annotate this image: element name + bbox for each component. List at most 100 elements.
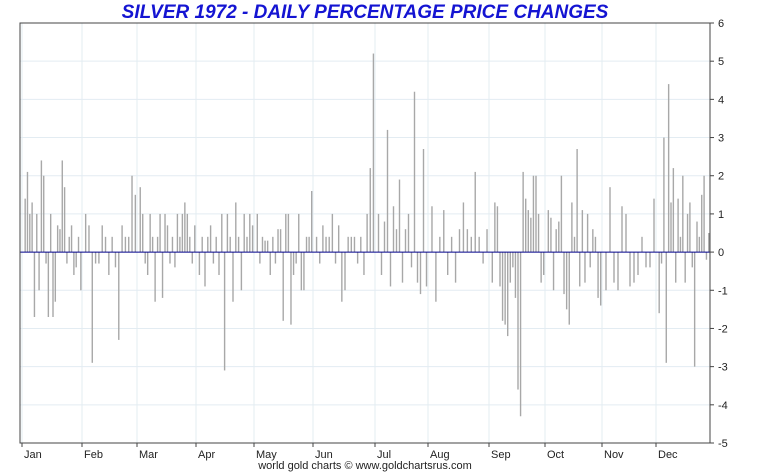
bar <box>435 252 437 302</box>
bar <box>663 137 665 253</box>
bar <box>269 252 271 275</box>
bar <box>677 198 679 253</box>
bar <box>322 225 324 253</box>
x-tick-label: Feb <box>84 449 103 461</box>
bar <box>292 252 295 275</box>
bar <box>305 236 308 253</box>
x-tick-label: Jun <box>315 449 333 461</box>
bar <box>179 236 181 253</box>
bar <box>431 206 433 253</box>
bar <box>36 213 38 253</box>
bar <box>573 236 576 253</box>
bar <box>350 236 353 253</box>
bar <box>474 171 476 253</box>
bar <box>215 236 217 253</box>
bar <box>568 252 570 325</box>
bar <box>401 252 404 283</box>
bar <box>705 252 708 260</box>
bar <box>139 187 141 253</box>
bar <box>108 252 110 275</box>
bar <box>295 252 297 264</box>
bar <box>458 229 461 253</box>
x-tick-label: Sep <box>491 449 511 461</box>
bar <box>522 171 524 253</box>
bar <box>679 236 682 253</box>
bar <box>88 225 90 253</box>
bar <box>558 221 560 253</box>
bar <box>675 252 677 283</box>
bar <box>482 252 484 264</box>
bar <box>131 175 133 253</box>
bar <box>161 252 164 298</box>
bar <box>589 252 591 268</box>
bar <box>201 236 203 253</box>
y-tick-label: -4 <box>718 400 728 412</box>
bar <box>45 252 47 264</box>
x-tick-label: Jul <box>377 449 391 461</box>
bar <box>645 252 647 268</box>
bar <box>525 198 527 253</box>
bar <box>166 225 169 253</box>
bar <box>395 229 398 253</box>
bar <box>672 168 675 253</box>
bar <box>266 240 269 253</box>
bar <box>684 252 686 283</box>
y-tick-label: 1 <box>718 209 724 221</box>
bar <box>693 252 696 367</box>
bar <box>256 213 258 253</box>
bar <box>609 187 611 253</box>
bar <box>552 252 555 291</box>
bar <box>372 53 375 253</box>
x-tick-label: Jan <box>24 449 42 461</box>
bar <box>181 213 184 253</box>
bar <box>504 252 506 325</box>
bar <box>571 202 573 253</box>
bar <box>303 252 305 291</box>
x-axis: Jan Feb Mar Apr May Jun Jul Aug Sep Oct Nov Dec <box>21 443 678 461</box>
bar <box>94 252 97 264</box>
x-tick-label: May <box>256 449 277 461</box>
bar <box>47 252 50 317</box>
bar <box>171 236 174 253</box>
x-tick-label: Dec <box>658 449 678 461</box>
bar <box>425 252 428 287</box>
chart-credit: world gold charts © www.goldchartsrus.co… <box>258 460 472 472</box>
bar <box>386 129 389 253</box>
bar <box>599 252 602 306</box>
bar <box>530 217 532 253</box>
bar <box>144 252 146 264</box>
bar <box>413 91 416 253</box>
bars-group <box>24 53 710 417</box>
bar <box>507 252 509 337</box>
bar <box>547 210 550 253</box>
bar <box>337 225 340 253</box>
bar <box>392 206 395 253</box>
bar <box>315 236 318 253</box>
bar <box>261 236 264 253</box>
chart-title: SILVER 1972 - DAILY PERCENTAGE PRICE CHA… <box>121 2 609 23</box>
bar <box>363 252 365 275</box>
bar <box>212 252 215 264</box>
bar <box>563 252 565 295</box>
bar <box>204 252 206 287</box>
bar <box>658 252 660 314</box>
bar <box>319 252 321 264</box>
bar <box>466 229 469 253</box>
bar <box>486 229 488 253</box>
bar <box>439 236 441 253</box>
bar <box>331 213 334 253</box>
x-tick-label: Apr <box>198 449 215 461</box>
bar <box>537 213 540 253</box>
bar <box>682 175 684 253</box>
bar <box>501 252 504 321</box>
bar <box>660 252 663 264</box>
bar <box>389 252 392 287</box>
bar <box>191 252 193 264</box>
bar <box>246 236 248 253</box>
bar <box>121 225 123 253</box>
bar <box>118 252 120 340</box>
bar <box>499 252 501 287</box>
bar <box>594 236 597 253</box>
bar <box>59 229 61 253</box>
bar <box>653 198 655 253</box>
